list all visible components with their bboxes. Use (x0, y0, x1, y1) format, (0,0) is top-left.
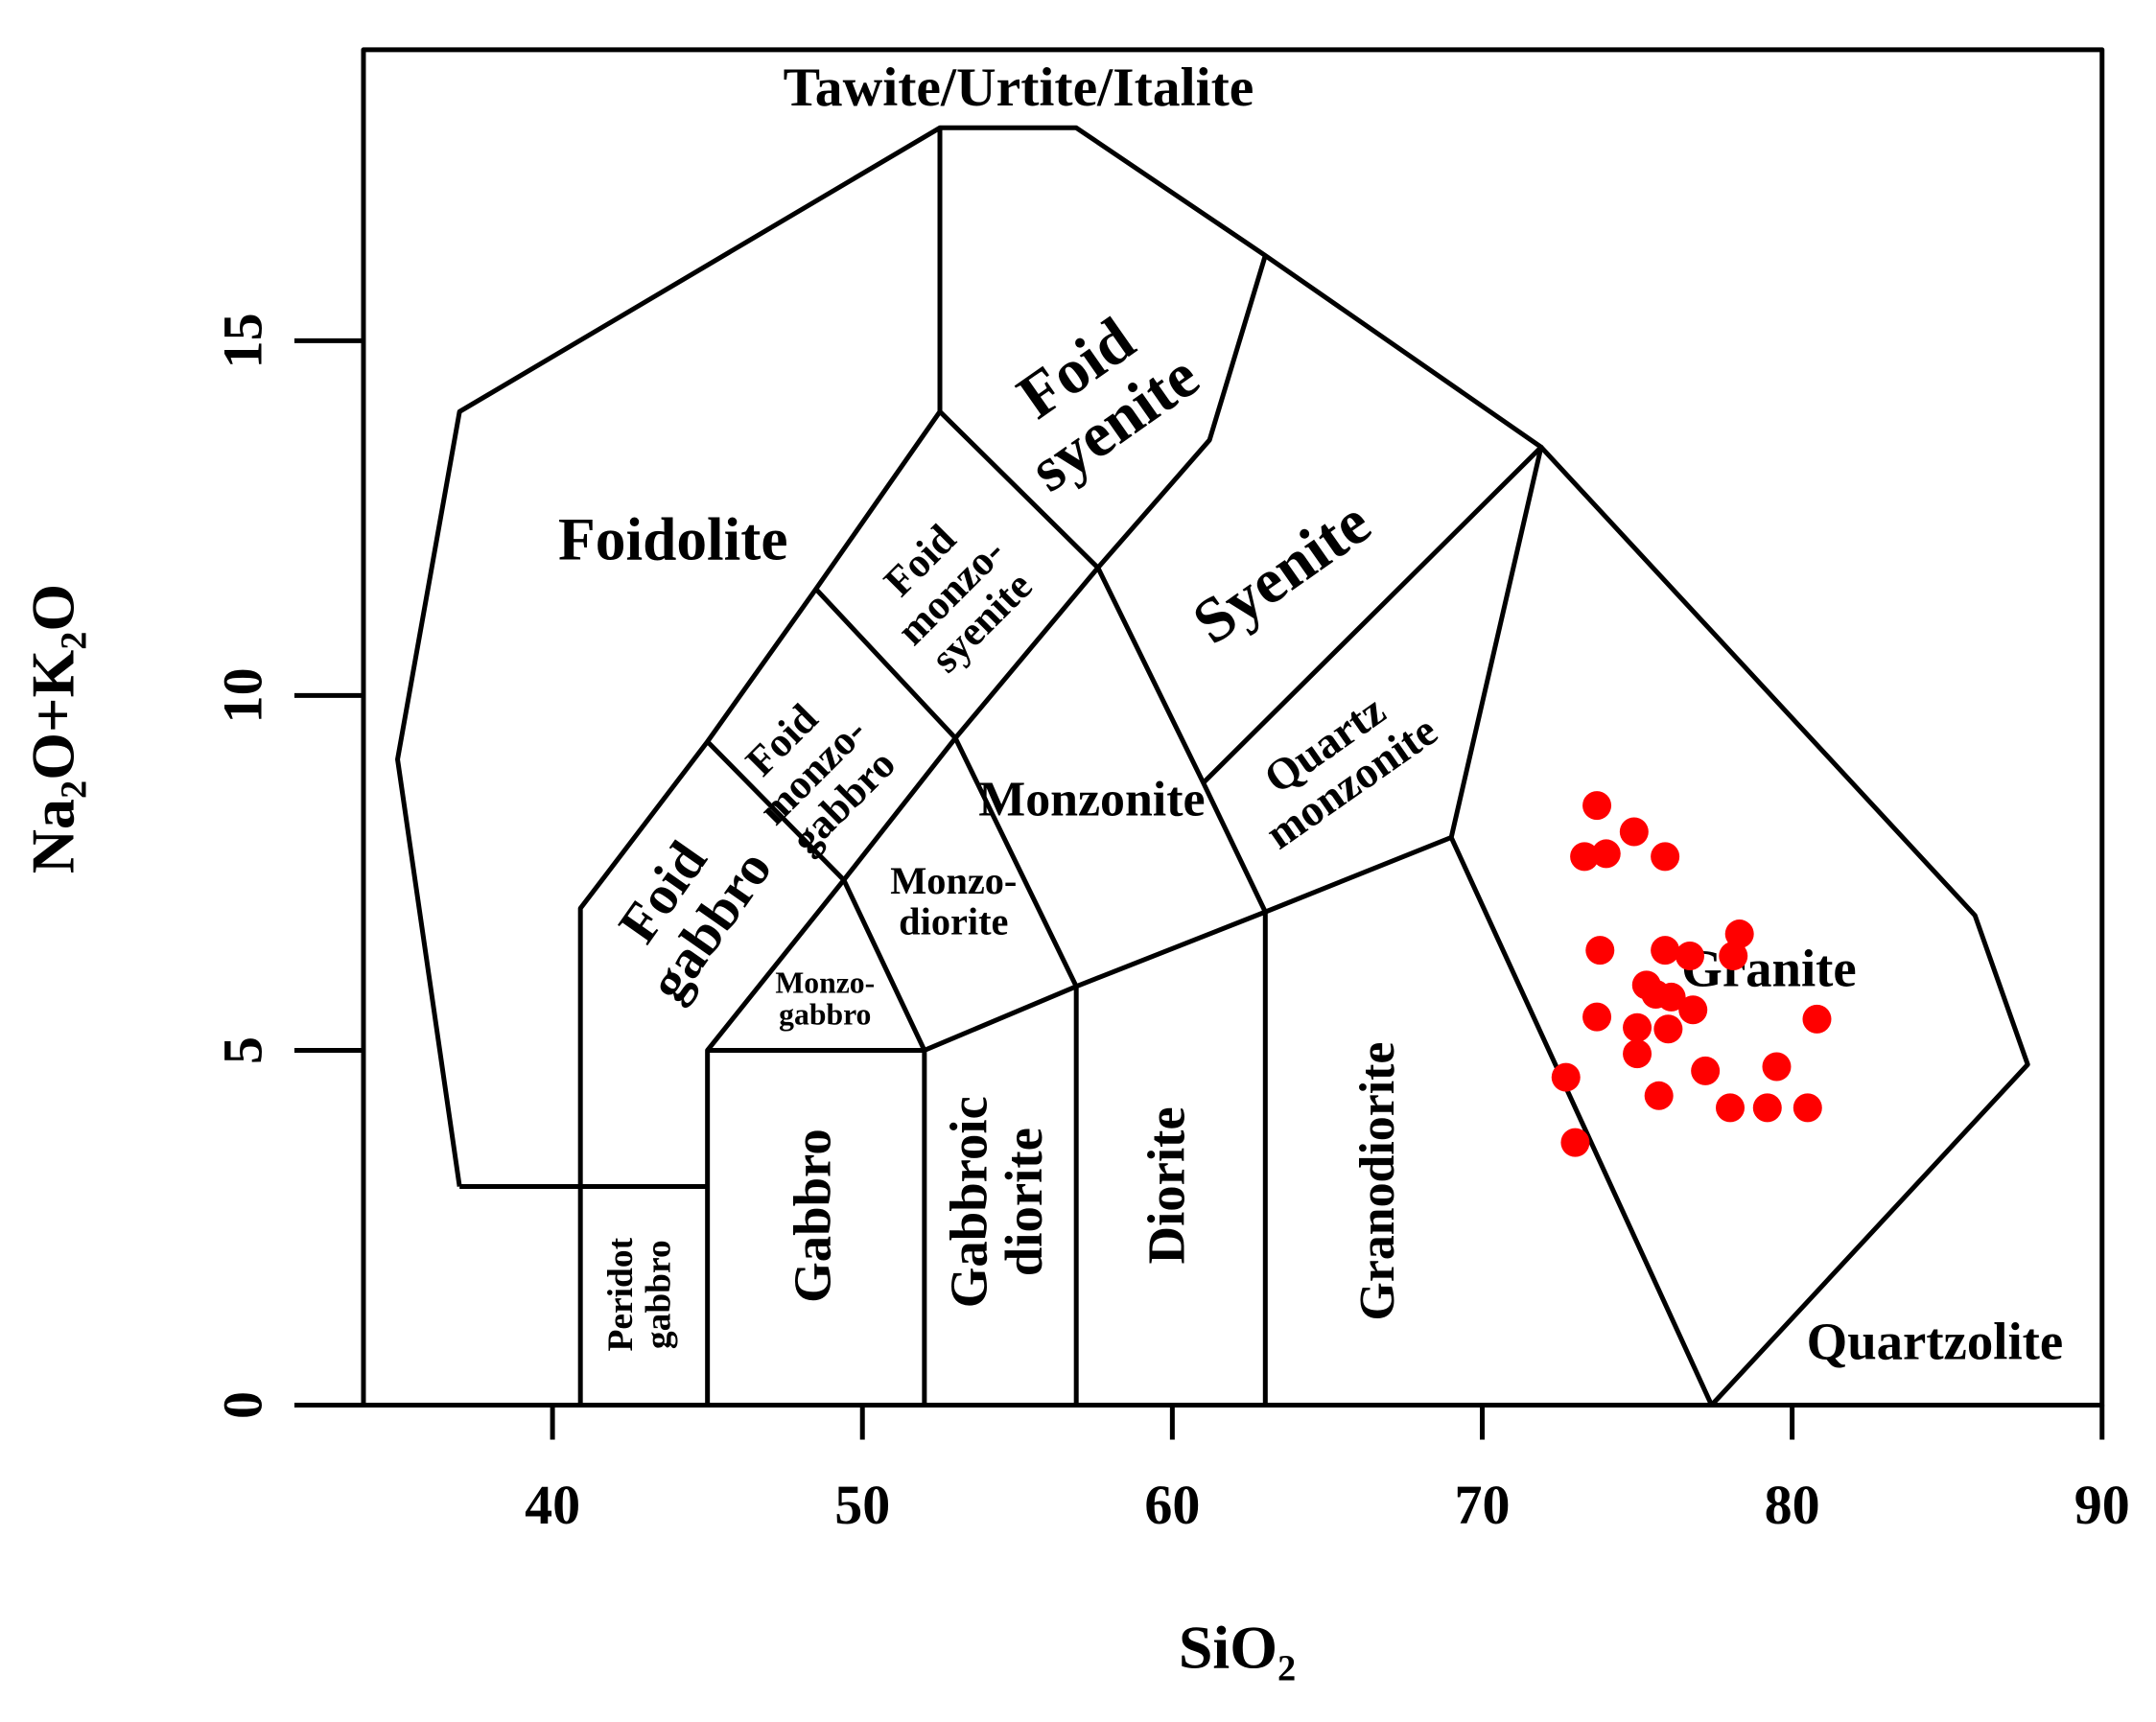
sample-point (1644, 1081, 1674, 1110)
sample-point (1716, 1093, 1746, 1123)
field-label-line: diorite (995, 1128, 1053, 1276)
field-boundary (1201, 444, 1714, 1407)
y-tick-label: 5 (211, 1036, 273, 1064)
sample-point (1793, 1093, 1822, 1123)
y-tick-label: 0 (211, 1391, 273, 1419)
sample-point (1653, 1014, 1683, 1044)
sample-point (1591, 839, 1621, 869)
field-label-line: diorite (899, 899, 1008, 942)
field-label: Monzonite (978, 773, 1205, 827)
field-boundary (395, 125, 2030, 1408)
field-label-line: gabbro (779, 998, 871, 1032)
sample-point (1678, 995, 1708, 1025)
field-label-line: Diorite (1137, 1106, 1196, 1264)
field-boundary (1095, 567, 1268, 1406)
sample-point (1585, 936, 1615, 966)
field-label-line: Granodiorite (1350, 1042, 1405, 1321)
sample-point (1802, 1004, 1832, 1034)
field-boundary (938, 254, 1268, 570)
y-axis-title: Na₂O+K₂O (19, 584, 87, 873)
field-label-line: Monzonite (978, 773, 1205, 827)
field-label-line: Granite (1681, 939, 1856, 997)
field-label: Gabbro (784, 1129, 842, 1303)
field-label-line: Gabbroic (940, 1096, 998, 1308)
sample-point (1623, 1012, 1652, 1042)
x-tick-label: 60 (1144, 1474, 1200, 1536)
x-tick-label: 70 (1454, 1474, 1510, 1536)
field-label-line: gabbro (639, 1240, 678, 1349)
sample-point (1752, 1093, 1782, 1123)
field-label: Tawite/Urtite/Italite (784, 58, 1254, 118)
sample-point (1582, 791, 1612, 821)
field-label-line: Monzo- (775, 966, 875, 999)
sample-point (1691, 1056, 1721, 1085)
plot-frame (361, 47, 2105, 1408)
sample-point (1582, 1002, 1612, 1032)
field-boundary (707, 1047, 927, 1406)
y-tick-label: 15 (211, 313, 273, 368)
x-tick-label: 50 (834, 1474, 890, 1536)
field-boundary (841, 835, 1453, 1053)
sample-point (1551, 1062, 1581, 1092)
field-label: Granodiorite (1350, 1042, 1405, 1321)
sample-point (1570, 842, 1600, 872)
field-label-line: Peridot (601, 1237, 641, 1351)
sample-point (1762, 1052, 1792, 1082)
field-label-line: Foidolite (558, 506, 787, 573)
sample-point (1724, 919, 1754, 949)
sample-point (1623, 1039, 1652, 1069)
sample-point (1675, 942, 1704, 971)
field-label-line: Tawite/Urtite/Italite (784, 58, 1254, 118)
field-label-line: Monzo- (890, 859, 1017, 902)
field-boundary (577, 128, 943, 1406)
field-label: Diorite (1137, 1106, 1196, 1264)
x-tick-label: 90 (2074, 1474, 2130, 1536)
field-boundary (952, 566, 1100, 1406)
field-label: Quartzolite (1807, 1313, 2064, 1371)
y-tick-label: 10 (211, 667, 273, 723)
sample-point (1656, 982, 1686, 1012)
field-label: Monzo-gabbro (775, 966, 875, 1031)
sample-point (1651, 936, 1680, 966)
field-label-line: Quartzolite (1807, 1313, 2064, 1371)
sample-point (1651, 842, 1680, 872)
field-label: Foidolite (558, 506, 787, 573)
field-boundary (705, 587, 958, 883)
field-label: Monzo-diorite (890, 859, 1017, 942)
sample-point (1719, 942, 1748, 971)
sample-point (1619, 817, 1649, 847)
sample-point (1560, 1128, 1590, 1157)
field-label: Granite (1681, 939, 1856, 997)
x-axis-title: SiO₂ (1179, 1614, 1296, 1682)
x-tick-label: 80 (1765, 1474, 1820, 1536)
field-label-line: Gabbro (784, 1129, 842, 1303)
x-tick-label: 40 (525, 1474, 580, 1536)
